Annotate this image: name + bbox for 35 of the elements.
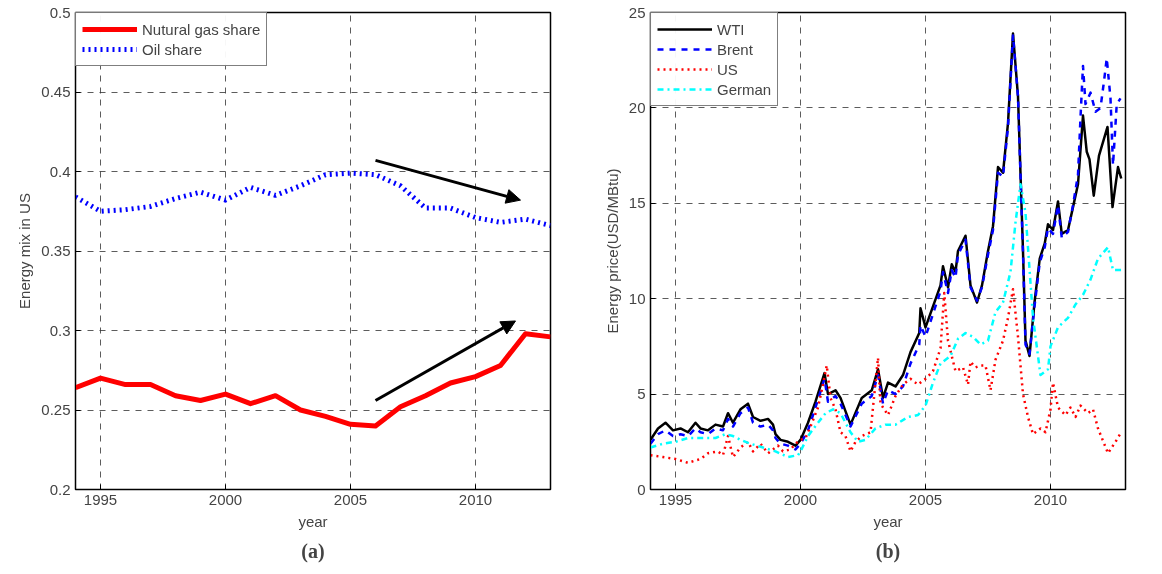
x-tick-label: 2010 <box>458 490 493 508</box>
y-tick-label: 10 <box>628 289 646 307</box>
y-tick-label: 20 <box>628 98 646 116</box>
x-tick-label: 2005 <box>333 490 368 508</box>
y-tick-label: 5 <box>637 385 646 403</box>
y-tick-label: 0.4 <box>49 162 71 180</box>
y-tick-label: 0 <box>637 480 646 498</box>
x-tick-label: 2000 <box>783 490 818 508</box>
y-tick-label: 0.45 <box>41 83 71 100</box>
text: (b) <box>875 539 901 563</box>
legend-label: WTI <box>717 20 745 38</box>
y-tick-label: 25 <box>628 3 646 21</box>
text: (a) <box>301 539 325 563</box>
x-tick-label: 2010 <box>1033 490 1068 508</box>
x-tick-label: 2005 <box>908 490 943 508</box>
y-tick-label: 0.3 <box>49 321 71 339</box>
y-axis-title: Energy mix in US <box>16 193 34 309</box>
x-tick-label: 1995 <box>658 490 693 508</box>
legend-label: US <box>717 60 738 78</box>
legend-label: Brent <box>717 40 753 58</box>
y-tick-label: 15 <box>628 194 646 212</box>
line-series <box>650 287 1123 465</box>
legend-label: German <box>717 80 772 98</box>
x-tick-label: 1995 <box>83 490 118 508</box>
y-tick-label: 0.2 <box>49 480 71 498</box>
legend-label: Nutural gas share <box>142 20 261 38</box>
y-tick-label: 0.35 <box>41 242 71 259</box>
x-tick-label: 2000 <box>208 490 243 508</box>
y-tick-label: 0.5 <box>49 3 71 21</box>
x-axis-title: year <box>873 512 903 530</box>
x-axis-title: year <box>298 512 328 530</box>
y-axis-title: Energy price(USD/MBtu) <box>603 168 621 334</box>
line-series <box>650 182 1123 459</box>
y-tick-label: 0.25 <box>41 401 71 418</box>
legend-label: Oil share <box>142 40 203 58</box>
